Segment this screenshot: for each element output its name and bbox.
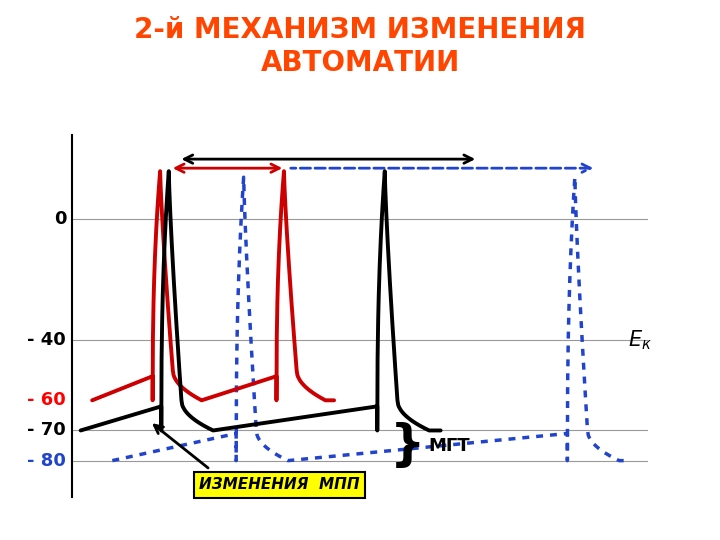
Text: - 70: - 70 (27, 422, 66, 440)
Text: - 80: - 80 (27, 451, 66, 470)
Text: - 60: - 60 (27, 392, 66, 409)
Text: }: } (390, 422, 426, 470)
Text: 0: 0 (54, 211, 66, 228)
Text: МГТ: МГТ (428, 436, 469, 455)
Text: ИЗМЕНЕНИЯ  МПП: ИЗМЕНЕНИЯ МПП (199, 477, 360, 492)
Text: $E_{к}$: $E_{к}$ (628, 328, 652, 352)
Text: 2-й МЕХАНИЗМ ИЗМЕНЕНИЯ
АВТОМАТИИ: 2-й МЕХАНИЗМ ИЗМЕНЕНИЯ АВТОМАТИИ (134, 16, 586, 77)
Text: - 40: - 40 (27, 331, 66, 349)
